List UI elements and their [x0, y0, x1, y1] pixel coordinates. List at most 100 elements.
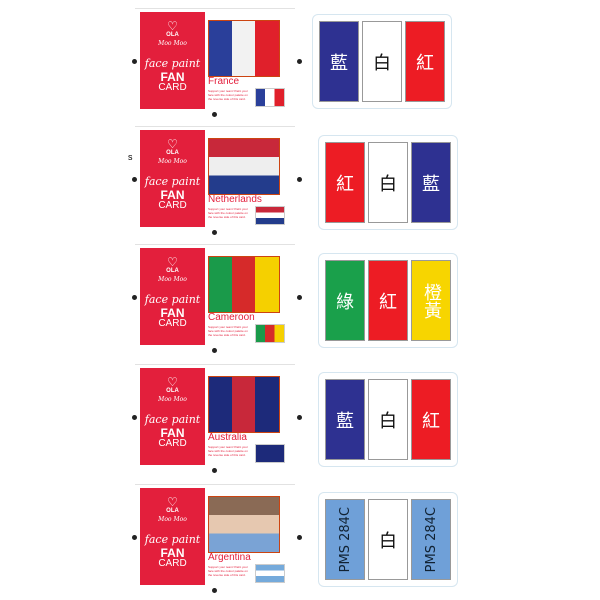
- card-front: ♡ OLA Moo Moo face paint FAN CARD: [140, 248, 205, 345]
- swatch-label: 白: [379, 173, 397, 195]
- country-name: France: [208, 76, 240, 87]
- sub-brand: Moo Moo: [158, 516, 187, 523]
- country-flag: [255, 444, 285, 463]
- card-back: Netherlands Support your team! Paint you…: [205, 130, 290, 227]
- fan-title: FAN: [160, 306, 185, 320]
- crop-line: [135, 484, 295, 485]
- card-row-france: ♡ OLA Moo Moo face paint FAN CARD France…: [0, 8, 600, 117]
- crop-line: [135, 364, 295, 365]
- registration-mark: [212, 230, 217, 235]
- card-title: CARD: [158, 558, 187, 569]
- face-paint-title: face paint: [144, 293, 201, 306]
- registration-mark: [297, 415, 302, 420]
- country-flag: [255, 324, 285, 343]
- colour-palette-card: 藍白紅: [318, 372, 458, 467]
- heart-logo-icon: ♡: [167, 19, 178, 33]
- crop-line: [135, 8, 295, 9]
- card-title: CARD: [158, 318, 187, 329]
- swatch-label: 紅: [336, 173, 354, 195]
- fan-title: FAN: [160, 426, 185, 440]
- brand-text: OLA: [166, 150, 179, 156]
- palette-swatch: 紅: [368, 260, 408, 341]
- registration-mark: [212, 112, 217, 117]
- swatch-label: 藍: [330, 52, 348, 74]
- fan-title: FAN: [160, 546, 185, 560]
- face-paint-photo: [208, 256, 280, 313]
- registration-mark: [132, 177, 137, 182]
- palette-swatch: PMS 284C: [325, 499, 365, 580]
- sub-brand: Moo Moo: [158, 40, 187, 47]
- registration-mark: [297, 295, 302, 300]
- swatch-label: 白: [379, 410, 397, 432]
- card-front: ♡ OLA Moo Moo face paint FAN CARD: [140, 12, 205, 109]
- country-name: Netherlands: [208, 194, 262, 205]
- colour-palette-card: 綠 紅 橙黃: [318, 253, 458, 348]
- heart-logo-icon: ♡: [167, 137, 178, 151]
- palette-swatch: 紅: [411, 379, 451, 460]
- face-paint-title: face paint: [144, 175, 201, 188]
- brand-text: OLA: [166, 388, 179, 394]
- registration-mark: [212, 588, 217, 593]
- brand-text: OLA: [166, 32, 179, 38]
- face-paint-title: face paint: [144, 533, 201, 546]
- palette-swatch: 白: [368, 379, 408, 460]
- card-row-argentina: ♡ OLA Moo Moo face paint FAN CARD Argent…: [0, 484, 600, 593]
- registration-mark: [132, 59, 137, 64]
- registration-mark: [297, 535, 302, 540]
- sub-brand: Moo Moo: [158, 276, 187, 283]
- registration-mark: [297, 177, 302, 182]
- colour-palette-card: 藍白紅: [312, 14, 452, 109]
- registration-mark: [132, 415, 137, 420]
- crop-line: [135, 126, 295, 127]
- registration-mark: [132, 295, 137, 300]
- country-name: Cameroon: [208, 312, 255, 323]
- palette-swatch: 紅: [405, 21, 445, 102]
- crop-line: [135, 244, 295, 245]
- swatch-label: 綠: [336, 291, 354, 313]
- heart-logo-icon: ♡: [167, 495, 178, 509]
- fan-title: FAN: [160, 70, 185, 84]
- heart-logo-icon: ♡: [167, 375, 178, 389]
- country-name: Australia: [208, 432, 247, 443]
- card-row-netherlands: ♡ OLA Moo Moo face paint FAN CARD Nether…: [0, 126, 600, 235]
- card-back: Argentina Support your team! Paint your …: [205, 488, 290, 585]
- instruction-text: Support your team! Paint your face with …: [208, 325, 248, 337]
- face-paint-photo: [208, 20, 280, 77]
- swatch-label: 藍: [336, 410, 354, 432]
- card-front: ♡ OLA Moo Moo face paint FAN CARD: [140, 130, 205, 227]
- palette-swatch: PMS 284C: [411, 499, 451, 580]
- country-name: Argentina: [208, 552, 251, 563]
- heart-logo-icon: ♡: [167, 255, 178, 269]
- card-title: CARD: [158, 438, 187, 449]
- swatch-label: 藍: [422, 173, 440, 195]
- card-title: CARD: [158, 200, 187, 211]
- palette-swatch: 白: [368, 142, 408, 223]
- palette-swatch: 橙黃: [411, 260, 451, 341]
- face-paint-photo: [208, 138, 280, 195]
- instruction-text: Support your team! Paint your face with …: [208, 445, 248, 457]
- colour-palette-card: PMS 284C 白 PMS 284C: [318, 492, 458, 587]
- face-paint-title: face paint: [144, 57, 201, 70]
- sub-brand: Moo Moo: [158, 158, 187, 165]
- registration-mark: [132, 535, 137, 540]
- swatch-label: 白: [373, 52, 391, 74]
- swatch-label: 白: [379, 530, 397, 552]
- swatch-label: 紅: [422, 410, 440, 432]
- colour-palette-card: 紅白藍: [318, 135, 458, 230]
- palette-swatch: 白: [362, 21, 402, 102]
- card-front: ♡ OLA Moo Moo face paint FAN CARD: [140, 488, 205, 585]
- palette-swatch: 藍: [319, 21, 359, 102]
- face-paint-photo: [208, 376, 280, 433]
- palette-swatch: 綠: [325, 260, 365, 341]
- stray-mark: s: [128, 152, 133, 162]
- swatch-label: 橙黃: [421, 282, 442, 319]
- registration-mark: [212, 348, 217, 353]
- swatch-label: 紅: [416, 52, 434, 74]
- instruction-text: Support your team! Paint your face with …: [208, 89, 248, 101]
- swatch-label: PMS 284C: [423, 506, 439, 573]
- brand-text: OLA: [166, 508, 179, 514]
- palette-swatch: 藍: [411, 142, 451, 223]
- swatch-label: PMS 284C: [337, 506, 353, 573]
- palette-swatch: 紅: [325, 142, 365, 223]
- face-paint-title: face paint: [144, 413, 201, 426]
